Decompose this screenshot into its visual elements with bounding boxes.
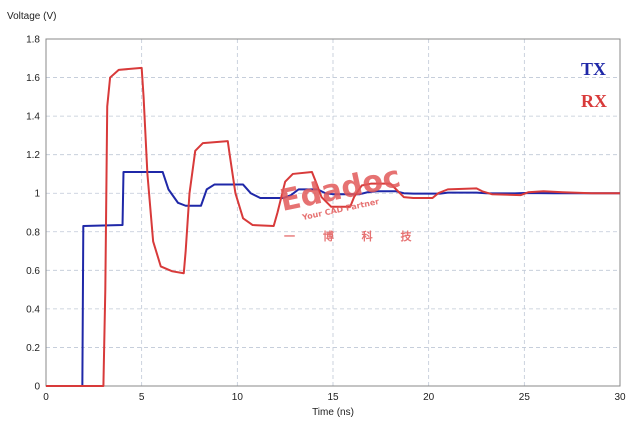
- y-tick-label: 1.8: [26, 35, 40, 46]
- y-axis-title: Voltage (V): [7, 11, 56, 22]
- x-tick-label: 25: [519, 392, 531, 403]
- y-tick-label: 0: [34, 382, 40, 393]
- x-axis-title: Time (ns): [312, 407, 354, 418]
- legend-tx: TX: [581, 59, 606, 79]
- x-tick-label: 15: [327, 392, 339, 403]
- legend-rx: RX: [581, 91, 607, 111]
- y-tick-label: 1: [34, 189, 40, 200]
- y-tick-label: 0.6: [26, 266, 40, 277]
- x-tick-label: 5: [139, 392, 145, 403]
- y-tick-labels: 0 0.2 0.4 0.6 0.8 1 1.2 1.4 1.6 1.8: [26, 35, 40, 393]
- watermark-logo: Edadoc Your CAD Partner 一 博 科 技: [277, 159, 424, 243]
- y-tick-label: 1.4: [26, 112, 40, 123]
- x-tick-label: 20: [423, 392, 435, 403]
- series-tx-line: [46, 171, 620, 387]
- y-tick-label: 0.8: [26, 227, 40, 238]
- watermark-chinese: 一 博 科 技: [284, 229, 424, 243]
- y-tick-label: 1.2: [26, 150, 40, 161]
- x-tick-label: 0: [43, 392, 49, 403]
- x-tick-label: 10: [232, 392, 244, 403]
- y-tick-label: 0.2: [26, 343, 40, 354]
- y-tick-label: 1.6: [26, 73, 40, 84]
- series-rx-line: [46, 66, 620, 387]
- plot-frame: [45, 38, 621, 387]
- y-tick-label: 0.4: [26, 304, 40, 315]
- x-tick-label: 30: [614, 392, 626, 403]
- x-tick-labels: 0 5 10 15 20 25 30: [43, 392, 626, 403]
- series-group: [46, 66, 620, 387]
